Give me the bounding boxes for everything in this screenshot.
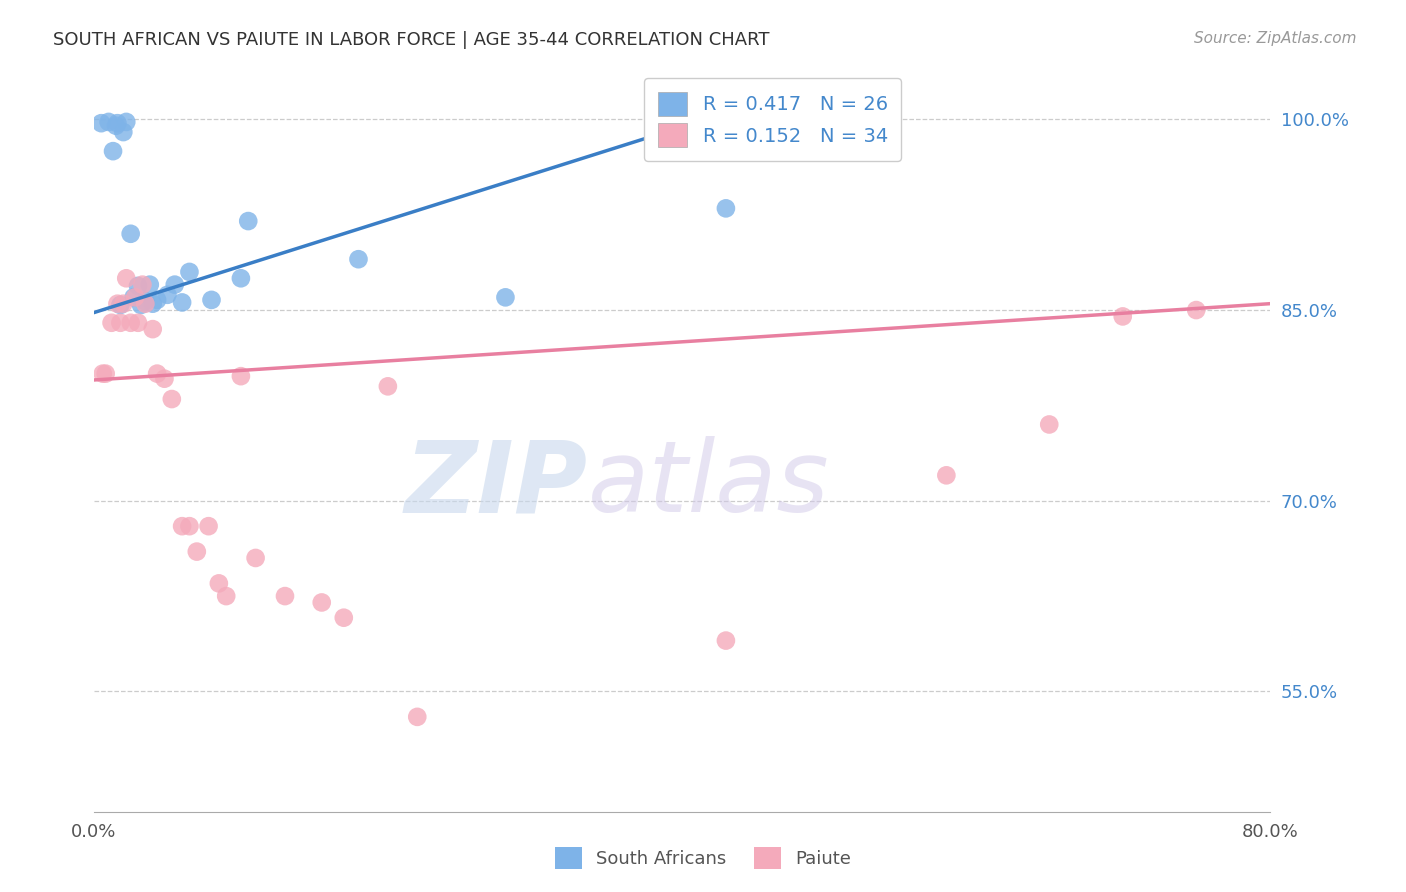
Point (91, 367, 114, 381)
Point (146, 293, 169, 307)
Point (124, 290, 146, 304)
Point (153, 372, 176, 386)
Point (935, 468, 957, 483)
Point (186, 544, 208, 558)
Point (90, 116, 112, 130)
Point (1038, 417, 1060, 432)
Point (112, 296, 135, 310)
Point (347, 252, 370, 267)
Point (115, 271, 138, 285)
Point (179, 265, 201, 279)
Point (129, 298, 152, 312)
Point (127, 316, 149, 330)
Point (245, 551, 267, 566)
Point (107, 296, 129, 310)
Point (163, 277, 186, 292)
Point (714, 633, 737, 648)
Point (1112, 310, 1135, 324)
Point (156, 287, 179, 301)
Point (112, 125, 135, 139)
Point (94, 367, 117, 381)
Point (160, 392, 183, 406)
Point (172, 519, 194, 533)
Point (229, 369, 252, 384)
Point (238, 214, 260, 228)
Point (134, 294, 156, 309)
Text: ZIP: ZIP (405, 436, 588, 533)
Point (197, 519, 219, 533)
Point (107, 116, 129, 130)
Point (333, 610, 356, 624)
Point (139, 277, 162, 292)
Legend: R = 0.417   N = 26, R = 0.152   N = 34: R = 0.417 N = 26, R = 0.152 N = 34 (644, 78, 901, 161)
Point (122, 290, 145, 304)
Point (134, 296, 156, 310)
Point (115, 115, 138, 129)
Point (172, 295, 194, 310)
Point (131, 277, 153, 292)
Point (142, 322, 165, 336)
Point (120, 316, 142, 330)
Point (274, 589, 297, 603)
Point (229, 271, 252, 285)
Point (110, 298, 132, 312)
Point (179, 519, 201, 533)
Text: atlas: atlas (588, 436, 830, 533)
Text: Source: ZipAtlas.com: Source: ZipAtlas.com (1194, 31, 1357, 46)
Point (406, 710, 429, 724)
Point (494, 290, 516, 304)
Point (110, 316, 132, 330)
Point (120, 227, 142, 241)
Point (100, 316, 122, 330)
Point (311, 595, 333, 609)
Point (142, 296, 165, 310)
Point (208, 576, 231, 591)
Point (127, 279, 149, 293)
Point (200, 293, 222, 307)
Point (1185, 303, 1208, 318)
Point (377, 379, 399, 393)
Point (146, 367, 169, 381)
Point (104, 119, 127, 133)
Text: SOUTH AFRICAN VS PAIUTE IN LABOR FORCE | AGE 35-44 CORRELATION CHART: SOUTH AFRICAN VS PAIUTE IN LABOR FORCE |… (53, 31, 770, 49)
Point (97, 115, 120, 129)
Legend: South Africans, Paiute: South Africans, Paiute (546, 838, 860, 879)
Point (101, 144, 124, 158)
Point (215, 589, 238, 603)
Point (714, 202, 737, 216)
